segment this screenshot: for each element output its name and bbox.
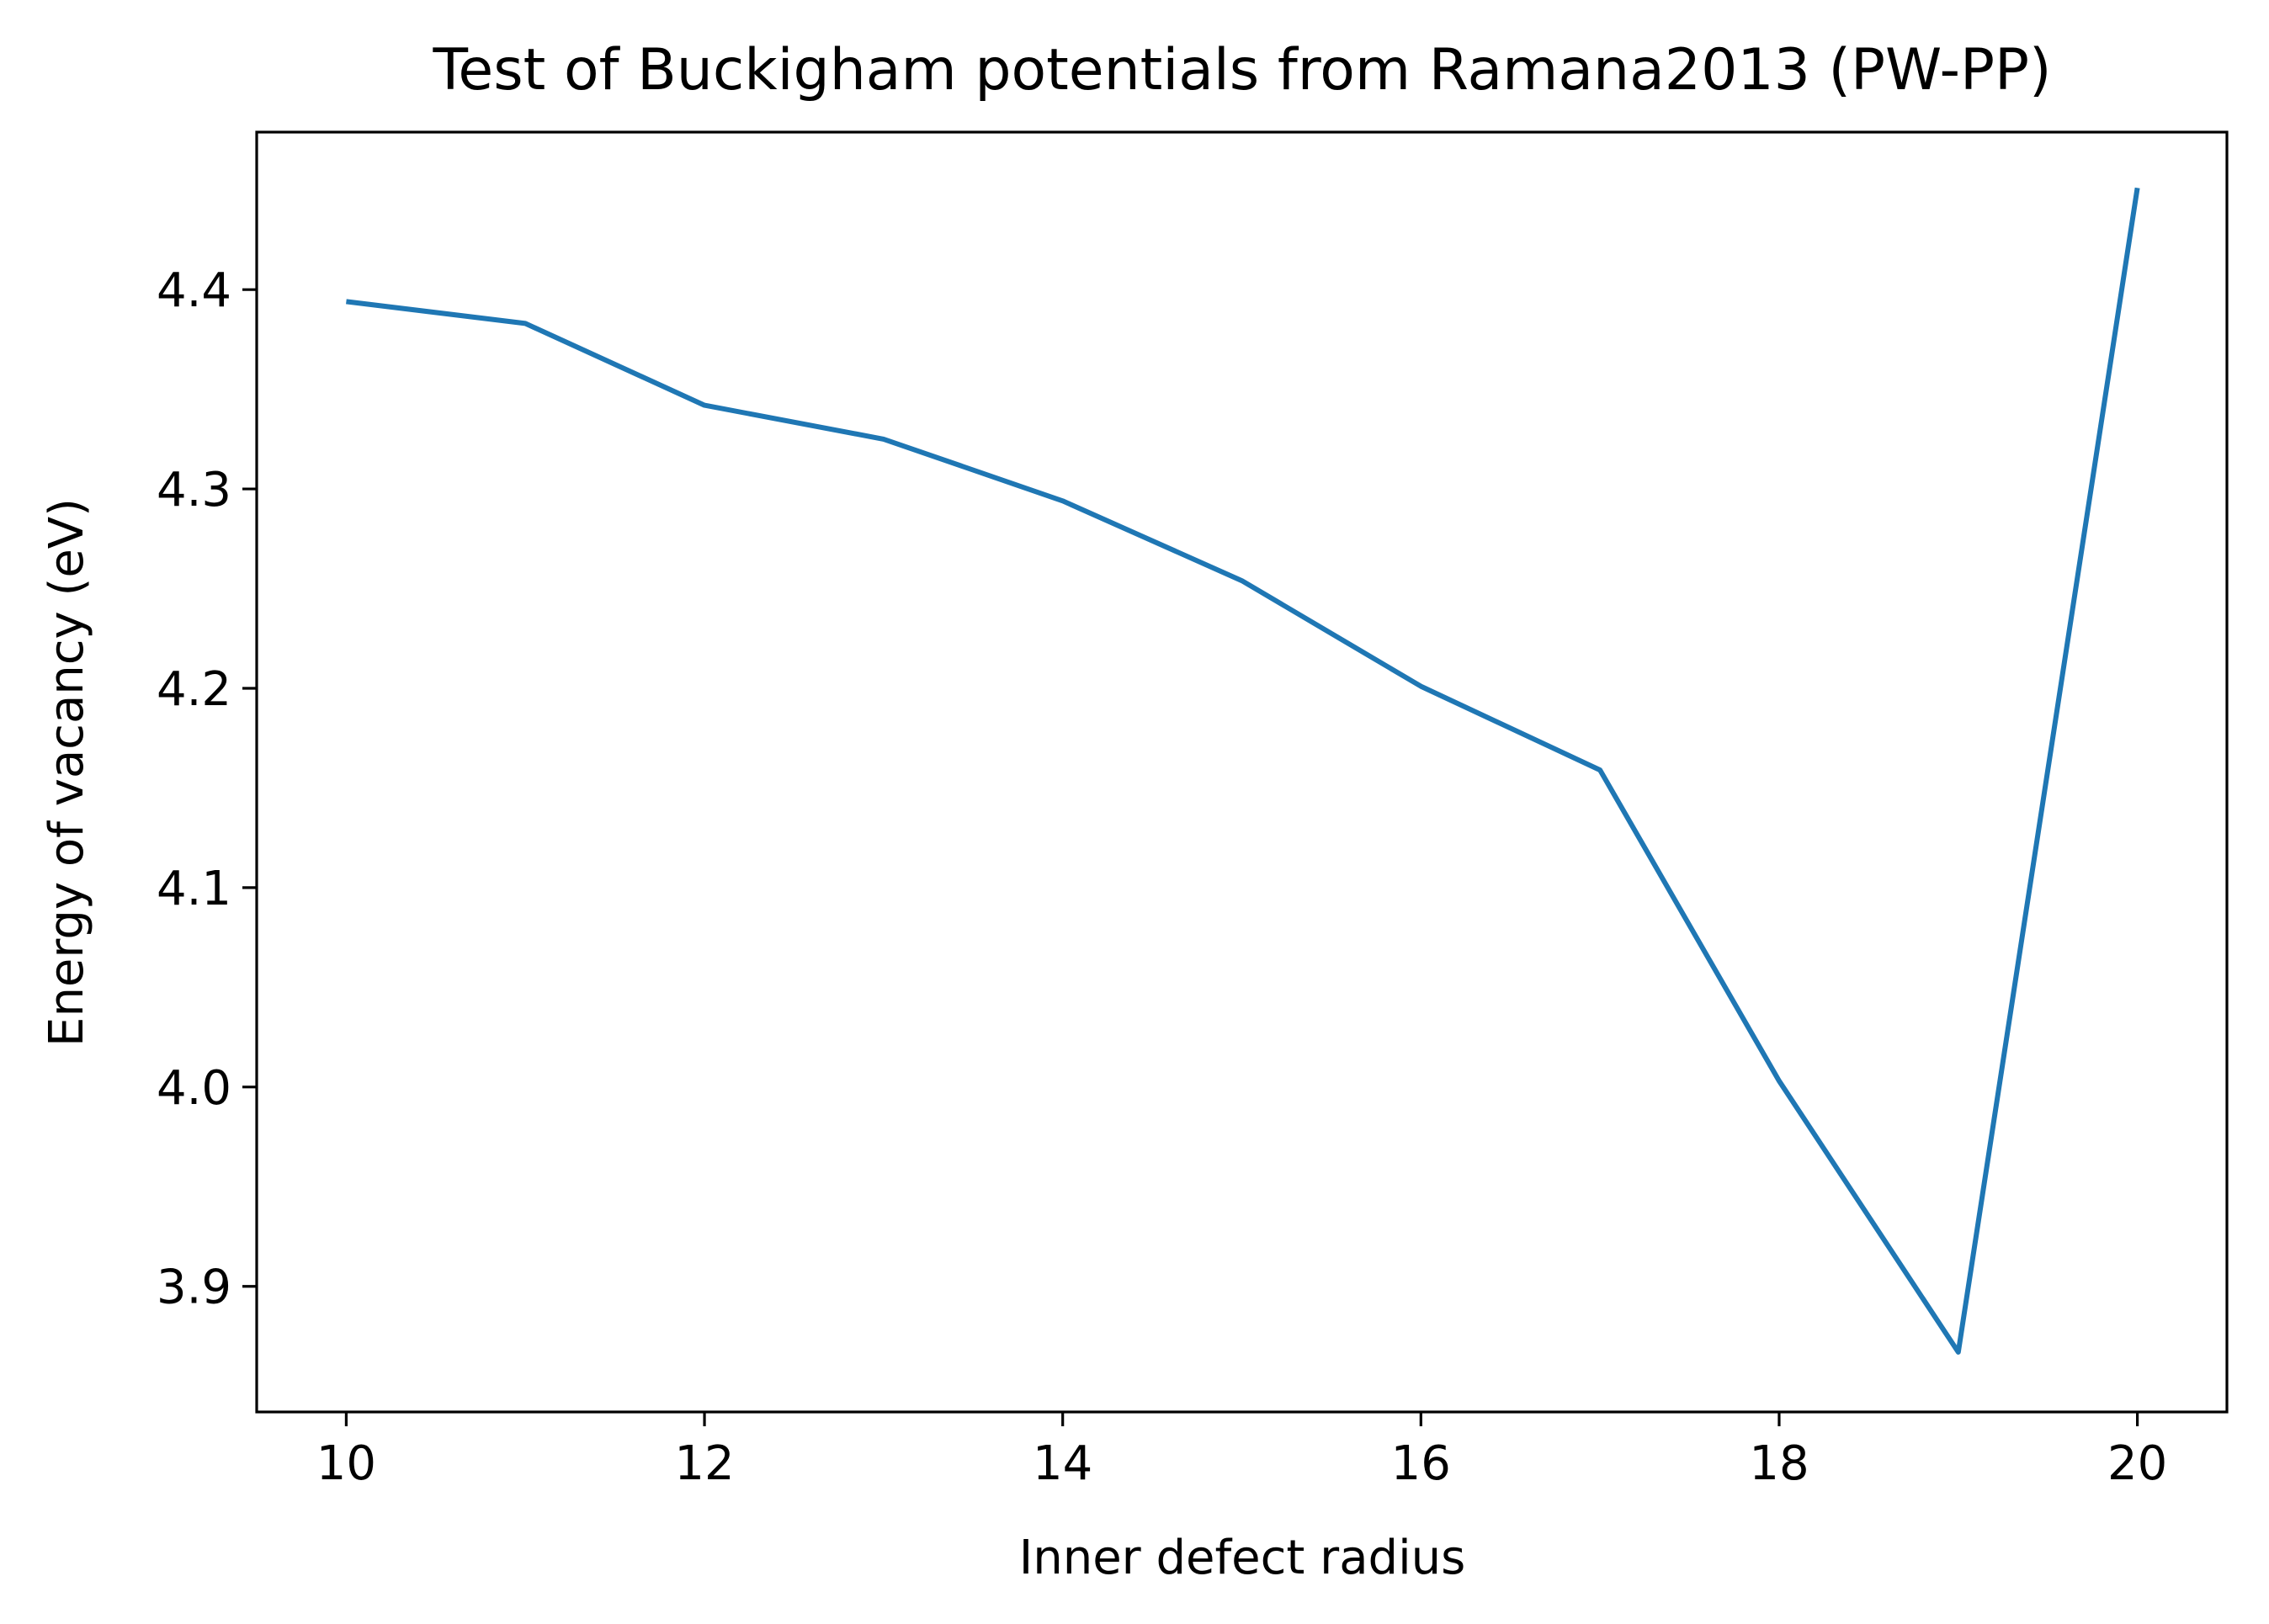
x-tick-label: 20 [2107,1436,2167,1491]
x-axis-label: Inner defect radius [1019,1531,1466,1585]
y-tick-label: 4.2 [157,662,231,717]
y-axis-label: Energy of vacancy (eV) [40,498,94,1047]
x-tick-label: 10 [316,1436,376,1491]
y-tick-label: 4.3 [157,463,231,517]
x-tick-label: 16 [1391,1436,1451,1491]
y-tick-label: 3.9 [157,1260,231,1315]
chart-title: Test of Buckigham potentials from Ramana… [432,37,2051,103]
series-line-0 [346,187,2140,1355]
y-tick-label: 4.4 [157,263,231,318]
plot-area: 10 12 14 16 18 20 3.9 4.0 4.1 4.2 4.3 4.4 [157,130,2229,1491]
y-tick-label: 4.1 [157,862,231,916]
x-tick-label: 12 [674,1436,734,1491]
y-tick-label: 4.0 [157,1061,231,1116]
x-tick-label: 14 [1033,1436,1092,1491]
axes-frame [255,130,2229,1414]
x-tick-label: 18 [1749,1436,1809,1491]
